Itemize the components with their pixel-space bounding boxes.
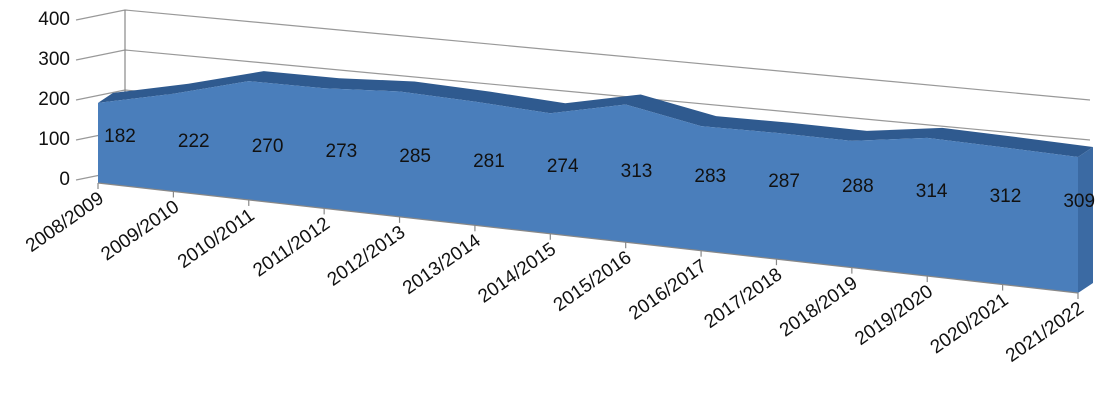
data-label: 270 [252,136,284,157]
y-tick-label: 200 [38,89,70,110]
y-tick-label: 0 [59,169,70,190]
data-label: 285 [399,146,431,167]
area [98,81,1078,293]
y-tick-label: 400 [38,9,70,30]
data-label: 288 [842,176,874,197]
data-label: 314 [916,181,948,202]
x-tick-label: 2015/2016 [550,247,636,316]
data-label: 283 [694,166,726,187]
data-label: 274 [547,156,579,177]
y-tick-label: 300 [38,49,70,70]
x-axis [97,182,1079,294]
x-tick-label: 2008/2009 [22,188,108,257]
area-side-face [1078,147,1093,293]
area-group [98,71,1093,293]
data-label: 222 [178,131,210,152]
data-label: 273 [326,141,358,162]
x-tick-label: 2018/2019 [776,273,862,342]
data-label: 287 [768,171,800,192]
x-tick-label: 2021/2022 [1002,298,1088,367]
data-label: 182 [104,126,136,147]
data-label: 281 [473,151,505,172]
x-tick-label: 2010/2011 [174,205,258,273]
data-label: 313 [621,161,653,182]
x-tick-label: 2016/2017 [625,256,711,325]
x-tick-label: 2012/2013 [324,222,410,291]
x-tick-label: 2020/2021 [927,290,1013,359]
data-label: 312 [990,186,1022,207]
y-tick-label: 100 [38,129,70,150]
x-tick-label: 2009/2010 [98,196,184,265]
x-tick-label: 2011/2012 [249,213,333,281]
area-top-face [98,71,1093,158]
data-label: 309 [1063,191,1095,212]
x-tick-label: 2017/2018 [701,264,787,333]
x-tick-label: 2013/2014 [399,230,485,299]
x-tick-label: 2014/2015 [474,239,560,308]
x-tick-label: 2019/2020 [851,281,937,350]
